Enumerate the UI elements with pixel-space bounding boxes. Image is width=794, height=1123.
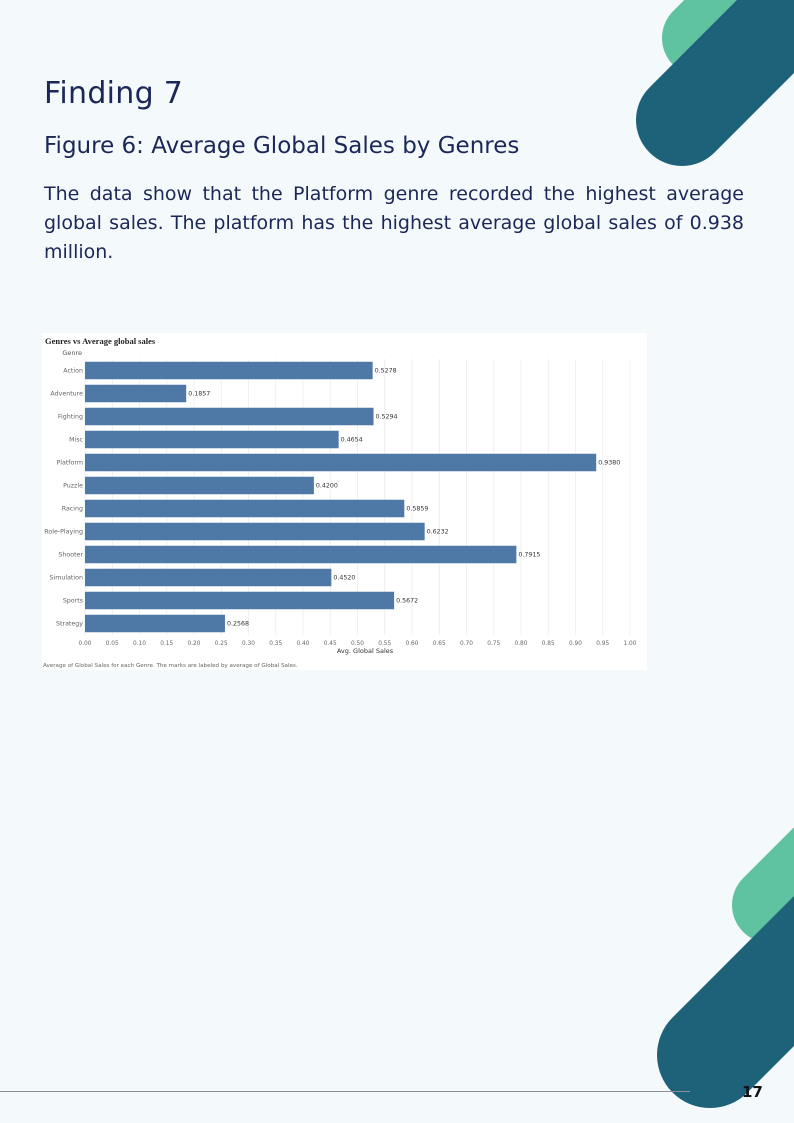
bar-platform — [85, 453, 597, 472]
x-tick-label: 0.45 — [324, 641, 337, 647]
chart-gridlines — [84, 359, 631, 635]
bar-action — [85, 361, 373, 380]
value-label: 0.4654 — [341, 437, 363, 444]
category-label: Role-Playing — [44, 529, 83, 536]
value-label: 0.5278 — [375, 368, 397, 375]
category-header: Genre — [62, 349, 82, 357]
category-label: Simulation — [49, 575, 83, 582]
bar-misc — [85, 430, 339, 449]
x-tick-label: 0.50 — [351, 641, 364, 647]
x-tick-label: 0.70 — [460, 641, 473, 647]
chart-bars — [85, 361, 597, 633]
finding-heading: Finding 7 — [44, 76, 184, 111]
category-label: Action — [63, 368, 83, 375]
chart-title: Genres vs Average global sales — [45, 336, 156, 346]
figure-title: Figure 6: Average Global Sales by Genres — [44, 133, 520, 159]
value-label: 0.5294 — [376, 414, 398, 421]
category-label: Strategy — [56, 621, 83, 628]
value-label: 0.6232 — [427, 529, 449, 536]
x-tick-label: 0.15 — [160, 641, 173, 647]
value-label: 0.5859 — [406, 506, 428, 513]
bar-strategy — [85, 614, 225, 633]
deco-stripe-green-bottom — [732, 827, 794, 943]
value-label: 0.4200 — [316, 483, 338, 490]
x-tick-label: 0.80 — [515, 641, 528, 647]
chart-x-ticks: 0.00 0.05 0.10 0.15 0.20 0.25 0.30 0.35 0.40 0.45… — [79, 641, 637, 647]
finding-paragraph: The data show that the Platform genre re… — [44, 183, 744, 263]
chart-caption: Average of Global Sales for each Genre. … — [43, 663, 298, 669]
bar-puzzle — [85, 476, 314, 495]
bar-role-playing — [85, 522, 425, 541]
x-tick-label: 0.00 — [79, 641, 92, 647]
category-label: Shooter — [58, 552, 83, 559]
x-tick-label: 0.30 — [242, 641, 255, 647]
chart-category-labels: Action Adventure Fighting Misc Platform Puzzl… — [44, 368, 83, 628]
category-label: Adventure — [50, 391, 83, 398]
value-label: 0.1857 — [188, 391, 210, 398]
category-label: Misc — [69, 437, 83, 444]
category-label: Platform — [56, 460, 83, 467]
deco-stripe-teal-bottom — [657, 896, 794, 1108]
x-tick-label: 1.00 — [624, 641, 637, 647]
x-tick-label: 0.35 — [269, 641, 282, 647]
x-tick-label: 0.55 — [378, 641, 391, 647]
x-tick-label: 0.65 — [433, 641, 446, 647]
x-tick-label: 0.60 — [406, 641, 419, 647]
page-number: 17 — [742, 1083, 763, 1101]
x-tick-label: 0.75 — [487, 641, 500, 647]
x-tick-label: 0.05 — [106, 641, 119, 647]
category-label: Puzzle — [63, 483, 83, 490]
bar-simulation — [85, 568, 332, 587]
footer-divider — [0, 1091, 690, 1092]
x-tick-label: 0.40 — [297, 641, 310, 647]
category-label: Racing — [62, 506, 83, 513]
value-label: 0.2568 — [227, 621, 249, 628]
bar-fighting — [85, 407, 374, 426]
x-tick-label: 0.85 — [542, 641, 555, 647]
chart-svg: Genres vs Average global sales Genre Act… — [43, 336, 637, 669]
x-tick-label: 0.10 — [133, 641, 146, 647]
deco-stripe-teal-top — [636, 0, 794, 166]
x-tick-label: 0.95 — [596, 641, 609, 647]
bar-shooter — [85, 545, 517, 564]
category-label: Fighting — [58, 414, 83, 421]
x-tick-label: 0.25 — [215, 641, 228, 647]
chart-value-labels: 0.5278 0.1857 0.5294 0.4654 0.9380 0.4200 0.58… — [188, 368, 620, 628]
x-tick-label: 0.20 — [188, 641, 201, 647]
bar-chart: Genres vs Average global sales Genre Act… — [42, 333, 647, 670]
category-label: Sports — [63, 598, 83, 605]
bar-racing — [85, 499, 405, 518]
value-label: 0.5672 — [396, 598, 418, 605]
x-axis-label: Avg. Global Sales — [337, 647, 394, 655]
value-label: 0.7915 — [518, 552, 540, 559]
bar-sports — [85, 591, 395, 610]
value-label: 0.4520 — [333, 575, 355, 582]
value-label: 0.9380 — [598, 460, 620, 467]
x-tick-label: 0.90 — [569, 641, 582, 647]
bar-adventure — [85, 384, 187, 403]
